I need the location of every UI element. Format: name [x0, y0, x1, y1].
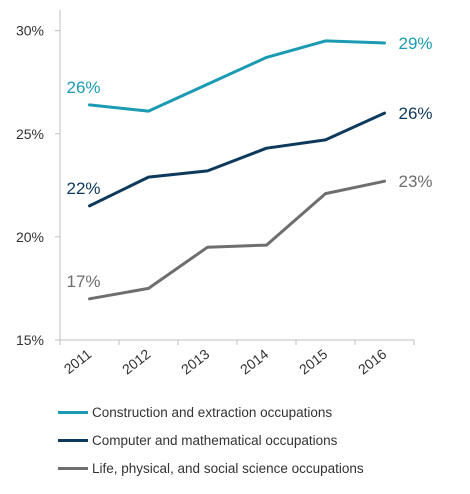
data-label-end: 26% — [399, 104, 433, 123]
x-tick-label: 2013 — [178, 346, 213, 378]
legend-label-life-science: Life, physical, and social science occup… — [92, 460, 364, 476]
data-label-start: 17% — [66, 272, 100, 291]
x-tick-label: 2015 — [296, 346, 331, 378]
legend-item-construction: Construction and extraction occupations — [58, 398, 364, 426]
y-tick-label: 20% — [16, 229, 44, 245]
y-tick-label: 30% — [16, 23, 44, 39]
legend-swatch-computer — [58, 438, 88, 442]
y-axis: 15% 20% 25% 30% — [16, 10, 61, 348]
legend-label-computer: Computer and mathematical occupations — [92, 432, 338, 448]
y-tick-label: 15% — [16, 332, 44, 348]
data-label-end: 29% — [399, 34, 433, 53]
data-label-start: 26% — [66, 78, 100, 97]
legend-swatch-construction — [58, 410, 88, 414]
y-tick-label: 25% — [16, 126, 44, 142]
line-chart: 15% 20% 25% 30% 2011 2012 2013 2014 2015 2016 26… — [16, 10, 433, 378]
series-line-1 — [88, 111, 386, 208]
legend-label-construction: Construction and extraction occupations — [92, 404, 333, 420]
x-tick-label: 2014 — [237, 346, 272, 378]
series-line-0 — [88, 39, 386, 113]
series-line-2 — [88, 179, 386, 301]
x-tick-label: 2016 — [355, 346, 390, 378]
data-labels: 26% 29% 22% 26% 17% 23% — [66, 34, 432, 291]
legend-item-computer: Computer and mathematical occupations — [58, 426, 364, 454]
legend-swatch-life-science — [58, 466, 88, 470]
x-tick-label: 2011 — [61, 346, 95, 377]
legend: Construction and extraction occupations … — [58, 398, 364, 482]
series-layer — [88, 39, 386, 301]
data-label-start: 22% — [66, 179, 100, 198]
x-axis: 2011 2012 2013 2014 2015 2016 — [59, 339, 415, 378]
legend-item-life-science: Life, physical, and social science occup… — [58, 454, 364, 482]
x-tick-label: 2012 — [119, 346, 154, 378]
data-label-end: 23% — [399, 172, 433, 191]
